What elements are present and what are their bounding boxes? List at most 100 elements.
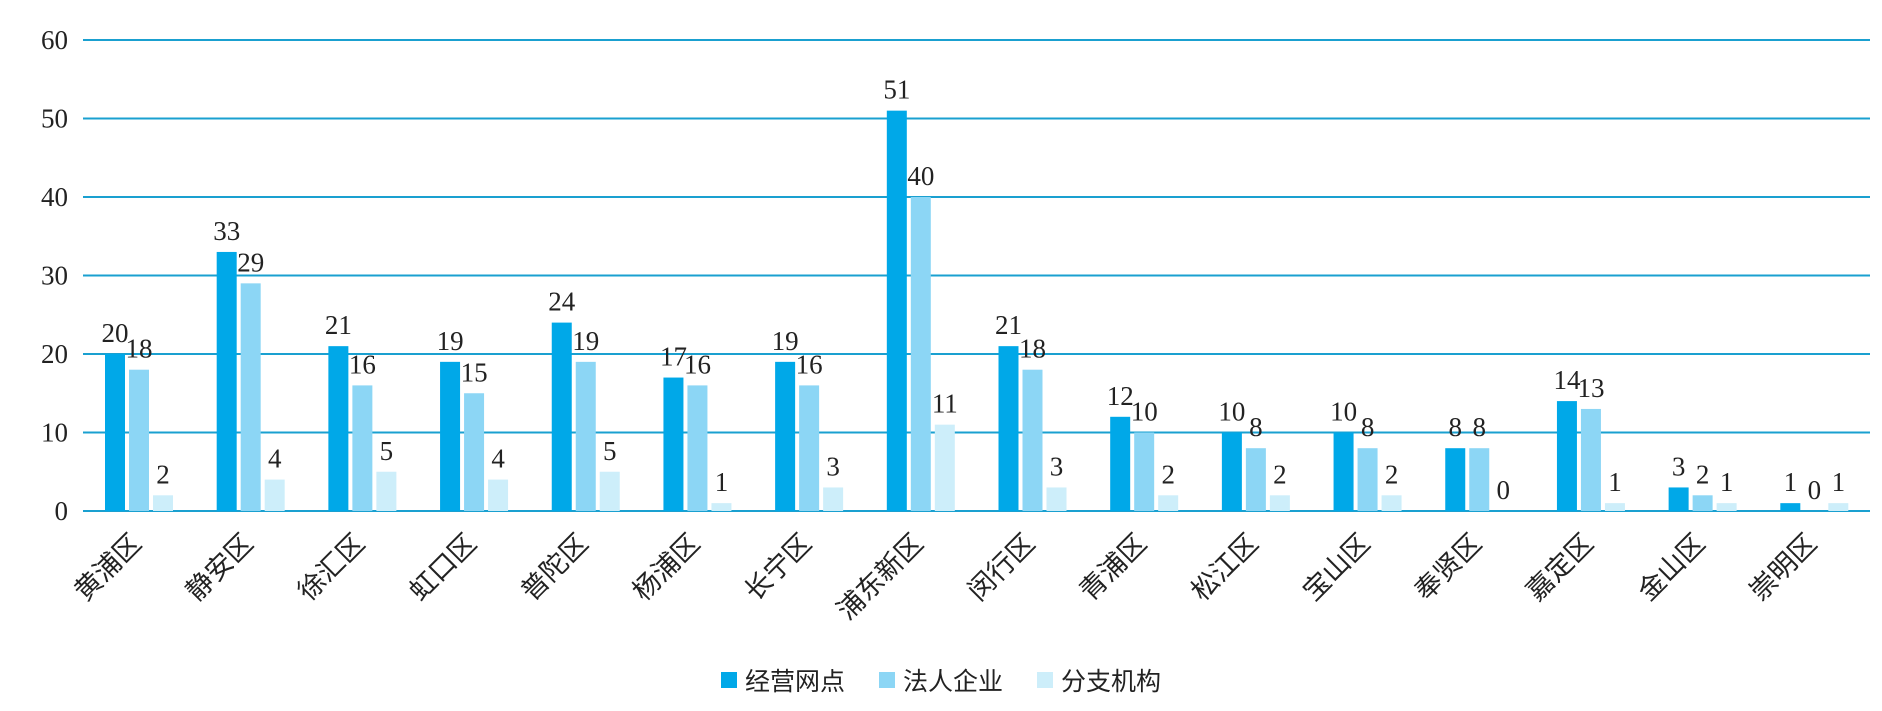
bar [799,385,820,511]
bar [910,197,931,511]
gridlines [83,39,1870,512]
legend-swatch [878,672,895,688]
y-tick-label: 60 [41,25,68,55]
bar [1604,503,1625,511]
bar [1134,432,1155,511]
legend: 经营网点 法人企业 分支机构 [0,662,1882,698]
data-label: 5 [603,436,617,466]
bar [1245,448,1266,511]
bar [1556,401,1577,511]
data-label: 21 [325,310,352,340]
data-label: 4 [491,444,505,474]
bar [129,369,149,511]
x-category-label: 静安区 [180,528,259,607]
legend-label: 分支机构 [1061,667,1162,696]
bar [1469,448,1490,511]
data-label: 12 [1107,381,1134,411]
x-category-label: 黄浦区 [69,528,148,607]
bars [105,110,1849,512]
data-label: 14 [1553,365,1581,395]
data-label: 5 [380,436,394,466]
data-label: 8 [1473,412,1487,442]
data-label: 2 [1696,459,1710,489]
bar [551,322,572,511]
data-label: 16 [684,349,711,379]
x-axis-categories: 黄浦区 静安区 徐汇区 虹口区 普陀区 杨浦区 长宁区 浦东新区 闵行区 青浦区 松江区 宝山区 奉贤区… [69,528,1824,626]
data-label: 16 [349,349,376,379]
bar [216,251,237,511]
bar [775,361,796,511]
x-category-label: 宝山区 [1297,528,1376,607]
x-category-label: 闵行区 [962,528,1041,607]
bar [264,479,285,511]
x-category-label: 崇明区 [1744,528,1823,607]
x-category-label: 奉贤区 [1409,528,1488,607]
data-label: 13 [1577,373,1604,403]
x-category-label: 嘉定区 [1521,528,1600,607]
data-label: 3 [1050,451,1064,481]
data-label: 1 [715,467,729,497]
legend-item: 经营网点 [720,662,845,698]
x-category-label: 长宁区 [739,528,818,607]
bar [1046,487,1067,511]
x-category-label: 杨浦区 [627,528,706,607]
bar [464,393,485,511]
legend-swatch [1037,672,1053,688]
y-tick-label: 40 [41,182,68,212]
bar [328,346,349,511]
bar [1668,487,1689,511]
bar [998,346,1019,511]
data-label: 3 [1672,451,1686,481]
bar [1780,503,1801,511]
data-label: 3 [826,451,840,481]
data-label: 0 [1497,475,1511,505]
bar [1110,416,1131,511]
data-label: 40 [907,161,934,191]
x-category-label: 金山区 [1632,528,1711,607]
bar [1333,432,1354,511]
bar [1381,495,1402,511]
data-label: 17 [660,342,687,372]
bar [488,479,509,511]
bar [1692,495,1713,511]
bar [934,424,955,511]
data-label: 1 [1720,467,1734,497]
bar [823,487,844,511]
data-label: 19 [572,326,599,356]
bar [663,377,684,511]
x-category-label: 浦东新区 [831,528,929,626]
data-label: 2 [1161,459,1175,489]
data-label: 8 [1449,412,1463,442]
bar [1022,369,1043,511]
x-category-label: 虹口区 [404,528,483,607]
y-tick-label: 0 [55,496,69,526]
bar [153,495,173,511]
data-label: 33 [213,216,240,246]
data-label: 29 [237,247,264,277]
bar [352,385,373,511]
data-label: 16 [796,349,823,379]
data-label: 0 [1808,475,1822,505]
legend-item: 分支机构 [1037,662,1161,698]
data-label: 8 [1361,412,1375,442]
data-label: 10 [1131,397,1158,427]
data-label: 10 [1330,397,1357,427]
data-label: 11 [932,389,958,419]
bar [1445,448,1466,511]
bar [1357,448,1378,511]
legend-swatch [720,672,737,688]
data-label: 21 [995,310,1022,340]
bar [440,361,461,511]
data-label: 4 [268,444,282,474]
data-label: 1 [1832,467,1846,497]
data-label: 2 [1273,459,1287,489]
bar [1828,503,1849,511]
bar [711,503,732,511]
y-tick-label: 20 [41,339,68,369]
data-label: 8 [1249,412,1263,442]
bar [687,385,708,511]
y-tick-label: 50 [41,104,68,134]
data-label: 20 [102,318,129,348]
bar [1158,495,1179,511]
